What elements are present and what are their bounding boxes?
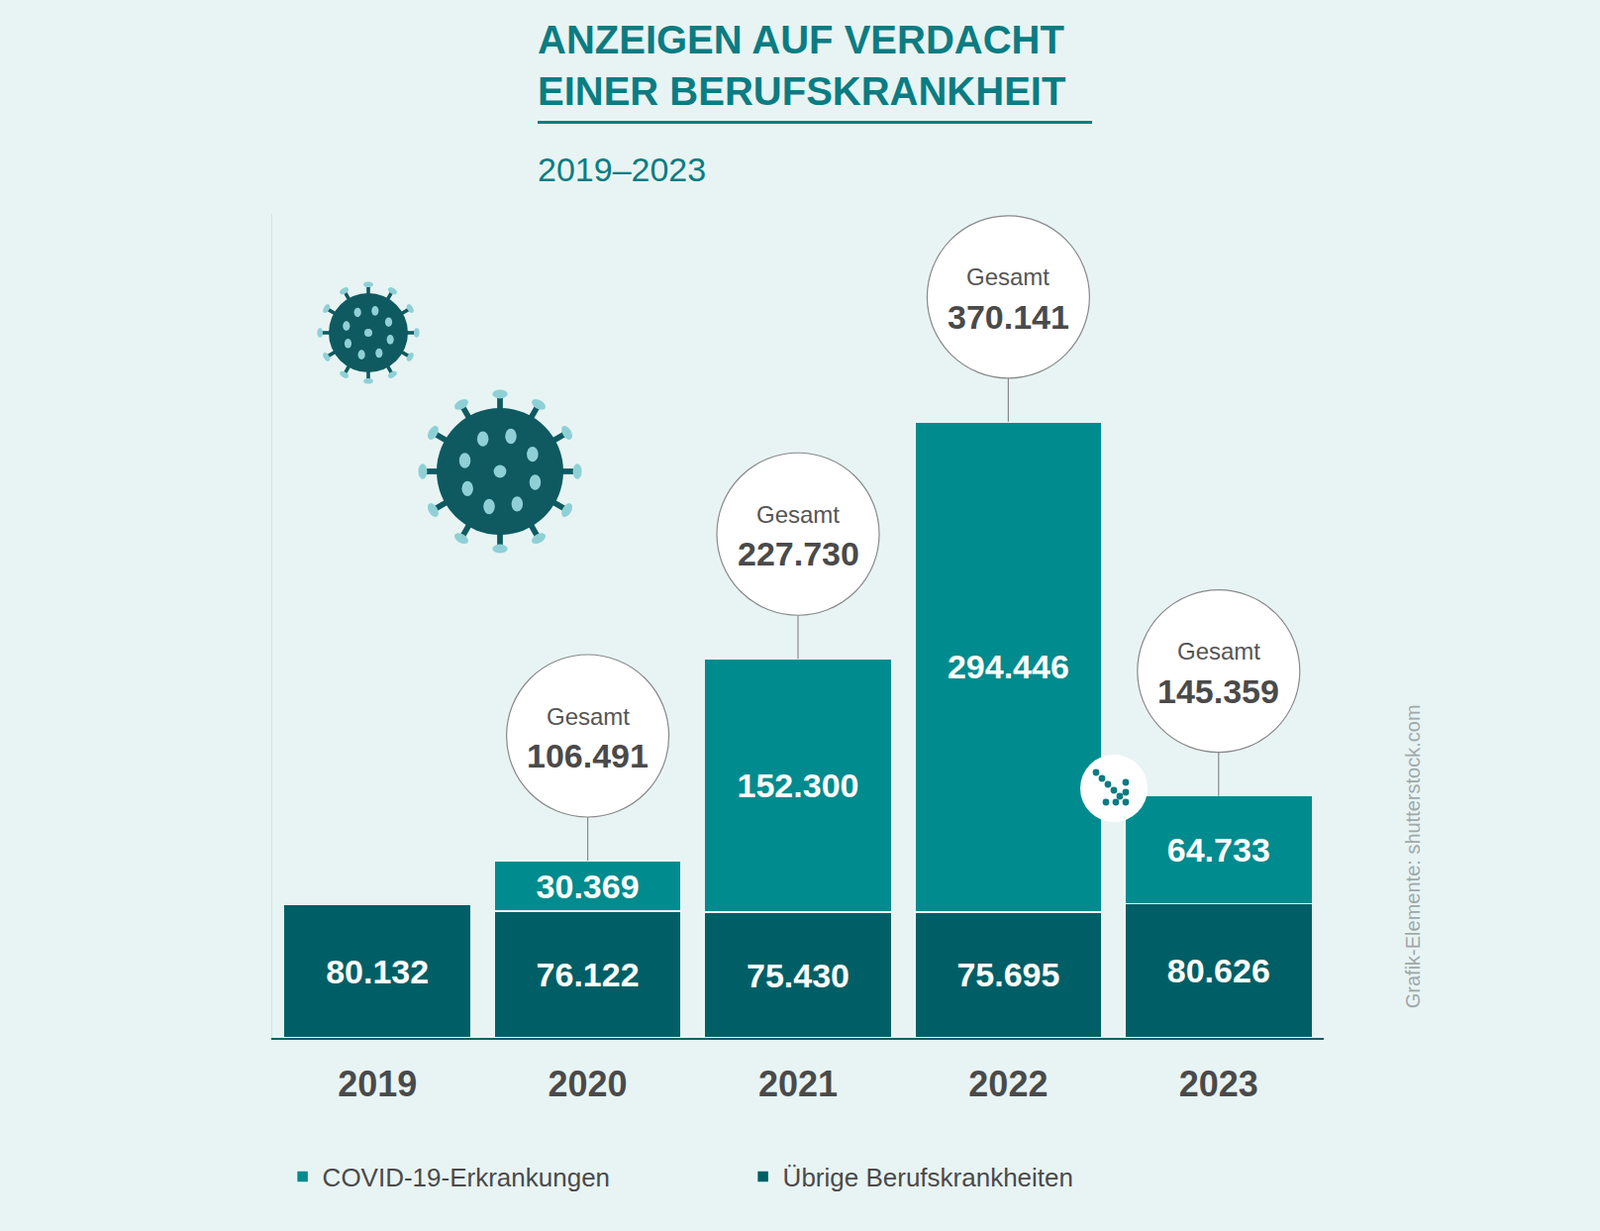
svg-text:75.695: 75.695: [956, 955, 1060, 994]
svg-text:106.491: 106.491: [526, 736, 649, 775]
svg-text:Gesamt: Gesamt: [1177, 637, 1261, 665]
svg-text:Gesamt: Gesamt: [546, 702, 630, 730]
svg-text:Gesamt: Gesamt: [756, 500, 840, 528]
svg-text:294.446: 294.446: [947, 647, 1070, 686]
svg-text:152.300: 152.300: [737, 766, 860, 804]
svg-text:2023: 2023: [1179, 1063, 1259, 1104]
svg-text:80.132: 80.132: [325, 952, 429, 991]
svg-text:75.430: 75.430: [746, 956, 850, 995]
svg-text:Grafik-Elemente: shutterstock.: Grafik-Elemente: shutterstock.com: [1401, 703, 1424, 1008]
svg-text:Übrige Berufskrankheiten: Übrige Berufskrankheiten: [783, 1162, 1074, 1193]
svg-text:80.626: 80.626: [1167, 951, 1271, 990]
svg-text:30.369: 30.369: [536, 867, 640, 905]
svg-text:2020: 2020: [548, 1063, 628, 1104]
svg-text:Gesamt: Gesamt: [966, 263, 1050, 291]
html-text:ANZEIGEN AUF VERDACHT EINER BE: ANZEIGEN AUF VERDACHT EINER BERUFSKRANKH…: [537, 17, 1066, 113]
svg-text:2021: 2021: [758, 1063, 838, 1104]
svg-text:2019: 2019: [337, 1063, 417, 1104]
svg-text:370.141: 370.141: [947, 298, 1070, 336]
svg-text:145.359: 145.359: [1157, 672, 1280, 710]
html-text:2019–2023: 2019–2023: [537, 150, 707, 189]
svg-text:2022: 2022: [968, 1063, 1048, 1104]
svg-text:76.122: 76.122: [536, 955, 640, 994]
svg-text:64.733: 64.733: [1167, 830, 1271, 869]
svg-text:COVID-19-Erkrankungen: COVID-19-Erkrankungen: [322, 1162, 610, 1193]
svg-text:227.730: 227.730: [737, 534, 860, 573]
